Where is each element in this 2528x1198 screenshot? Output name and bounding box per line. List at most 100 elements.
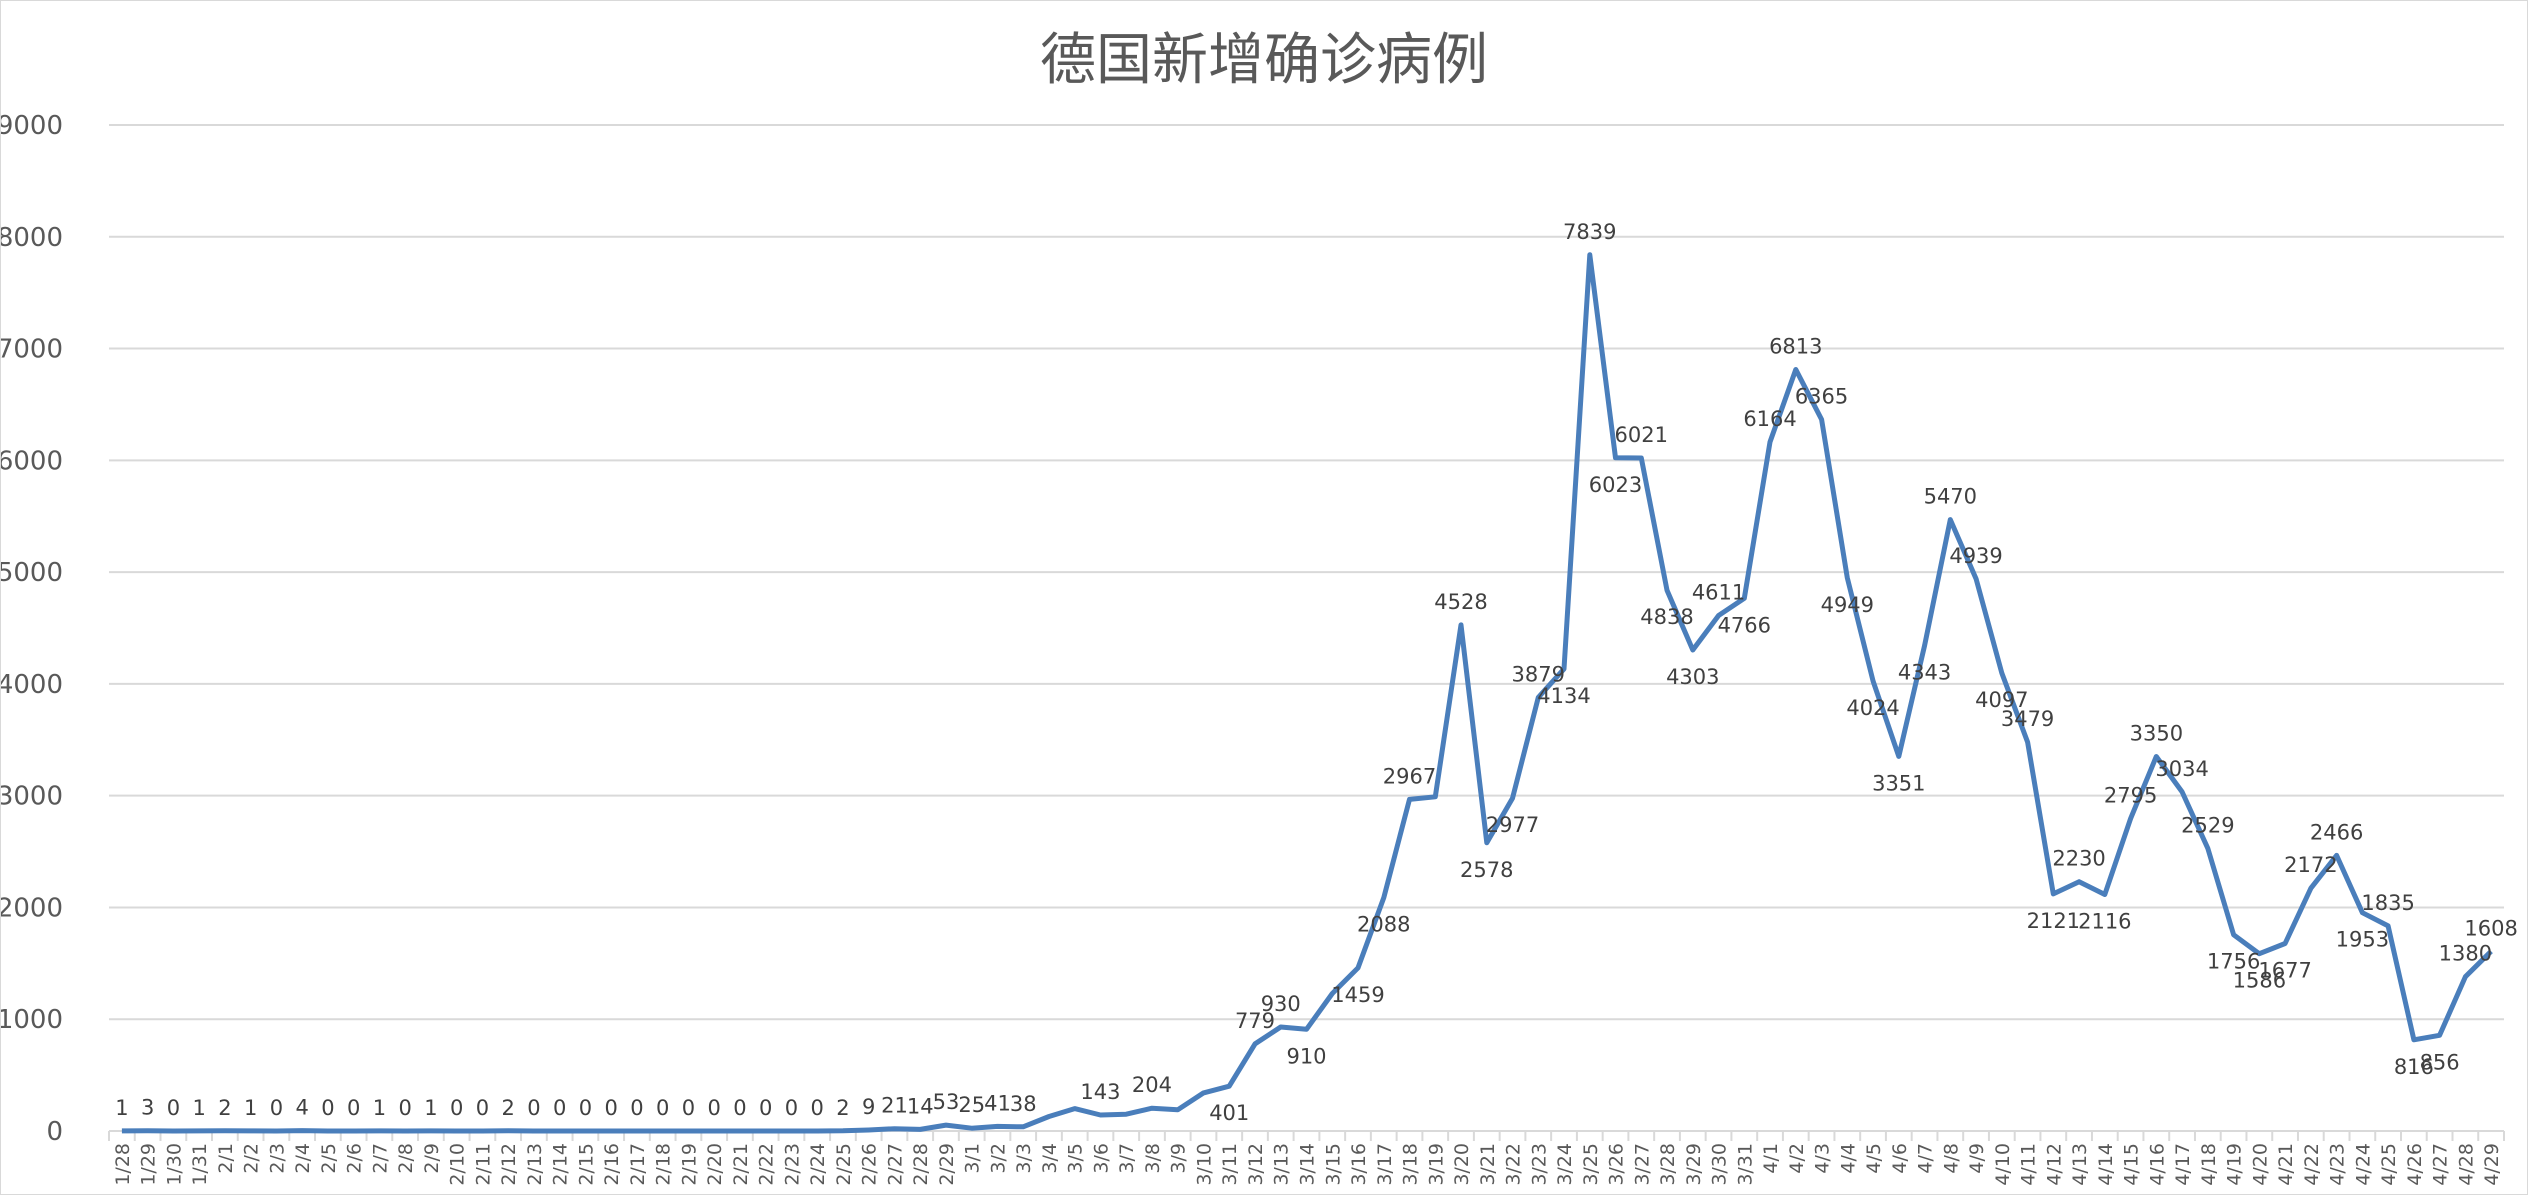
x-tick-label: 3/11 <box>1219 1143 1241 1186</box>
x-tick-label: 4/2 <box>1786 1143 1808 1174</box>
x-tick-label: 2/6 <box>344 1143 366 1174</box>
x-tick-label: 3/26 <box>1606 1143 1628 1186</box>
x-tick-label: 4/11 <box>2018 1143 2040 1186</box>
x-tick-label: 3/19 <box>1425 1143 1447 1186</box>
x-tick-label: 2/5 <box>318 1143 340 1174</box>
data-label: 2466 <box>2310 820 2363 844</box>
data-label: 0 <box>579 1096 592 1120</box>
data-label: 4528 <box>1434 590 1487 614</box>
x-tick-label: 1/31 <box>189 1143 211 1186</box>
x-tick-label: 3/16 <box>1348 1143 1370 1186</box>
data-label: 21 <box>881 1094 908 1118</box>
data-label: 2977 <box>1486 813 1539 837</box>
data-label: 1 <box>244 1096 257 1120</box>
data-label: 2121 <box>2027 909 2080 933</box>
x-tick-label: 4/6 <box>1889 1143 1911 1174</box>
x-tick-label: 4/15 <box>2121 1143 2143 1186</box>
data-label: 856 <box>2420 1050 2460 1074</box>
data-label: 4303 <box>1666 665 1719 689</box>
data-label: 4134 <box>1537 684 1590 708</box>
x-tick-label: 4/3 <box>1812 1143 1834 1174</box>
x-tick-label: 3/2 <box>987 1143 1009 1174</box>
data-label: 0 <box>450 1096 463 1120</box>
y-tick-label: 1000 <box>1 1005 63 1035</box>
data-label: 1 <box>373 1096 386 1120</box>
data-label: 38 <box>1010 1092 1037 1116</box>
data-label: 2 <box>218 1096 231 1120</box>
x-tick-label: 3/29 <box>1683 1143 1705 1186</box>
data-label: 3350 <box>2130 722 2183 746</box>
x-tick-label: 3/7 <box>1116 1143 1138 1174</box>
data-label: 41 <box>984 1091 1011 1115</box>
x-tick-label: 2/17 <box>627 1143 649 1186</box>
data-label: 204 <box>1132 1073 1172 1097</box>
data-label: 6164 <box>1743 407 1796 431</box>
x-tick-label: 4/7 <box>1915 1143 1937 1174</box>
data-label: 1953 <box>2336 928 2389 952</box>
data-label: 0 <box>398 1096 411 1120</box>
y-tick-label: 8000 <box>1 223 63 253</box>
data-label: 1 <box>424 1096 437 1120</box>
x-tick-label: 4/27 <box>2430 1143 2452 1186</box>
x-tick-label: 2/14 <box>550 1143 572 1186</box>
x-tick-label: 1/30 <box>163 1143 185 1186</box>
x-tick-label: 3/8 <box>1142 1143 1164 1174</box>
x-tick-label: 3/3 <box>1013 1143 1035 1174</box>
x-tick-label: 2/15 <box>575 1143 597 1186</box>
data-label: 0 <box>656 1096 669 1120</box>
data-label: 2967 <box>1383 764 1436 788</box>
x-tick-label: 4/4 <box>1837 1143 1859 1174</box>
x-tick-label: 2/29 <box>936 1143 958 1186</box>
x-tick-label: 2/25 <box>833 1143 855 1186</box>
data-label: 2116 <box>2078 909 2131 933</box>
x-tick-label: 4/12 <box>2043 1143 2065 1186</box>
y-tick-label: 2000 <box>1 893 63 923</box>
data-label: 1608 <box>2464 916 2517 940</box>
data-label: 2795 <box>2104 784 2157 808</box>
x-tick-label: 4/8 <box>1940 1143 1962 1174</box>
data-label: 0 <box>476 1096 489 1120</box>
data-label: 0 <box>733 1096 746 1120</box>
y-tick-label: 0 <box>46 1117 63 1147</box>
x-tick-label: 2/22 <box>756 1143 778 1186</box>
x-tick-label: 3/30 <box>1709 1143 1731 1186</box>
x-tick-label: 2/9 <box>421 1143 443 1174</box>
data-label: 1 <box>192 1096 205 1120</box>
x-tick-label: 2/18 <box>653 1143 675 1186</box>
data-label: 3479 <box>2001 707 2054 731</box>
data-label: 2088 <box>1357 913 1410 937</box>
data-label: 910 <box>1286 1044 1326 1068</box>
x-tick-label: 3/9 <box>1168 1143 1190 1174</box>
data-label: 6365 <box>1795 385 1848 409</box>
x-tick-label: 2/7 <box>369 1143 391 1174</box>
data-label: 4838 <box>1640 605 1693 629</box>
x-tick-label: 2/12 <box>498 1143 520 1186</box>
x-tick-label: 3/10 <box>1193 1143 1215 1186</box>
x-tick-label: 4/20 <box>2249 1143 2271 1186</box>
x-tick-label: 3/28 <box>1657 1143 1679 1186</box>
x-tick-label: 3/1 <box>962 1143 984 1174</box>
data-label: 4939 <box>1949 544 2002 568</box>
x-tick-label: 3/6 <box>1090 1143 1112 1174</box>
y-tick-label: 4000 <box>1 670 63 700</box>
y-tick-label: 5000 <box>1 558 63 588</box>
data-label: 0 <box>604 1096 617 1120</box>
x-tick-label: 2/19 <box>678 1143 700 1186</box>
x-tick-label: 3/13 <box>1271 1143 1293 1186</box>
gridlines <box>109 125 2504 1131</box>
x-tick-label: 3/15 <box>1322 1143 1344 1186</box>
data-label: 2230 <box>2052 847 2105 871</box>
x-tick-label: 4/10 <box>1992 1143 2014 1186</box>
x-tick-label: 4/1 <box>1760 1143 1782 1174</box>
y-tick-label: 3000 <box>1 782 63 812</box>
data-label: 25 <box>958 1093 985 1117</box>
x-tick-label: 4/5 <box>1863 1143 1885 1174</box>
data-label: 0 <box>527 1096 540 1120</box>
data-label: 1380 <box>2439 942 2492 966</box>
y-tick-label: 6000 <box>1 446 63 476</box>
x-tick-label: 4/26 <box>2404 1143 2426 1186</box>
